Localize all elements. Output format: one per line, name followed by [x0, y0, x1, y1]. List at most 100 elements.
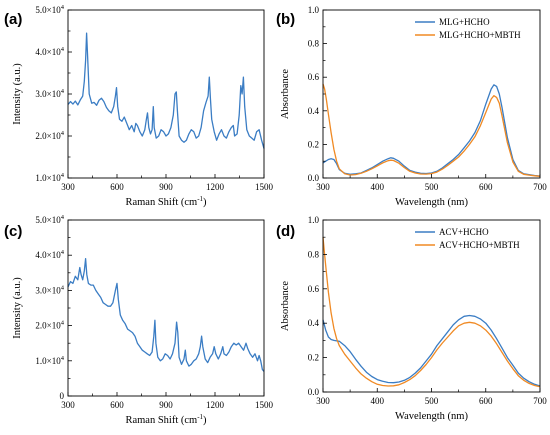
y-tick-mantissa: 3.0×10: [35, 89, 61, 99]
x-axis-label: Wavelength (nm): [395, 197, 468, 208]
series-line-spectrum: [67, 258, 265, 372]
y-tick-mantissa: 0: [60, 391, 65, 401]
y-tick-label: 3.0×104: [35, 88, 64, 99]
y-tick-label: 0.0: [308, 387, 320, 397]
legend-label: MLG+HCHO+MBTH: [439, 30, 521, 40]
panel-b: (b) 300 400 500 600 700 0.0 0.2 0.4 0.6 0.8 1.0 Wave…: [276, 5, 547, 208]
y-tick-label: 3.0×104: [35, 284, 64, 295]
y-tick-label: 1.0×104: [35, 355, 64, 366]
y-axis-label: Absorbance: [280, 69, 291, 119]
panel-a: (a)300 600 900 1200 15001.0×1042.0×1043.0×10…: [4, 4, 274, 208]
x-tick-label: 900: [159, 400, 173, 410]
series-line-acv-hcho-mbth: [322, 237, 541, 388]
series-line-spectrum: [67, 32, 265, 149]
x-tick-label: 400: [371, 182, 385, 192]
y-tick-label: 0.8: [308, 249, 320, 259]
y-tick-label: 0.4: [308, 106, 320, 116]
legend-label: ACV+HCHO: [439, 227, 489, 237]
x-tick-label: 700: [533, 396, 547, 406]
x-tick-label: 300: [316, 182, 330, 192]
x-axis-label-text: Wavelength (nm): [395, 411, 468, 422]
panel-label: (a): [4, 11, 22, 28]
x-tick-label: 600: [479, 396, 493, 406]
plot-frame: [67, 219, 265, 397]
y-tick-exponent: 4: [61, 88, 65, 95]
x-axis-label-text: Wavelength (nm): [395, 197, 468, 208]
x-axis-label-superscript: -1: [197, 195, 203, 203]
y-tick-label: 0.2: [308, 139, 319, 149]
x-tick-label: 300: [61, 182, 75, 192]
y-tick-label: 0.2: [308, 353, 319, 363]
x-axis-label: Raman Shift (cm-1): [125, 195, 207, 208]
series-line-mlg-hcho: [322, 84, 541, 177]
x-tick-label: 300: [61, 400, 75, 410]
x-tick-label: 1200: [206, 400, 225, 410]
x-axis-label: Raman Shift (cm-1): [125, 413, 207, 426]
x-axis-label-text: Raman Shift (cm: [125, 415, 197, 426]
y-tick-label: 0.0: [308, 173, 320, 183]
y-tick-mantissa: 3.0×10: [35, 285, 61, 295]
x-tick-label: 600: [110, 400, 124, 410]
x-tick-label: 900: [159, 182, 173, 192]
x-axis-label-close: ): [203, 415, 207, 426]
y-axis-label: Intensity (a.u.): [12, 63, 23, 125]
y-tick-label: 4.0×104: [35, 249, 64, 260]
y-tick-label: 1.0×104: [35, 172, 64, 183]
plot-frame: [67, 9, 265, 179]
legend-label: MLG+HCHO: [439, 17, 490, 27]
panel-label: (d): [276, 223, 295, 240]
x-tick-label: 400: [371, 396, 385, 406]
y-tick-mantissa: 1.0×10: [35, 173, 61, 183]
panel-label: (b): [276, 11, 295, 28]
y-tick-label: 0.8: [308, 39, 320, 49]
y-tick-exponent: 4: [61, 46, 65, 53]
series-line-mlg-hcho-mbth: [322, 83, 541, 177]
x-axis-label-text: Raman Shift (cm: [125, 197, 197, 208]
x-tick-label: 500: [425, 396, 439, 406]
y-axis-label: Intensity (a.u.): [12, 277, 23, 339]
y-tick-exponent: 4: [61, 320, 65, 327]
x-tick-label: 500: [425, 182, 439, 192]
x-axis-label-superscript: -1: [197, 413, 203, 421]
y-tick-mantissa: 5.0×10: [35, 215, 61, 225]
y-tick-label: 1.0: [308, 5, 320, 15]
y-tick-label: 1.0: [308, 215, 320, 225]
x-axis-label: Wavelength (nm): [395, 411, 468, 422]
x-tick-label: 1500: [255, 182, 274, 192]
y-tick-mantissa: 4.0×10: [35, 250, 61, 260]
y-tick-label: 5.0×104: [35, 4, 64, 15]
x-axis-label-close: ): [203, 197, 207, 208]
y-tick-label: 2.0×104: [35, 320, 64, 331]
y-tick-mantissa: 2.0×10: [35, 131, 61, 141]
x-tick-label: 1500: [255, 400, 274, 410]
y-tick-label: 4.0×104: [35, 46, 64, 57]
y-tick-label: 2.0×104: [35, 130, 64, 141]
y-tick-exponent: 4: [61, 214, 65, 221]
x-tick-label: 300: [316, 396, 330, 406]
y-tick-mantissa: 1.0×10: [35, 356, 61, 366]
y-tick-exponent: 4: [61, 4, 65, 11]
y-tick-mantissa: 4.0×10: [35, 47, 61, 57]
y-tick-label: 0.6: [308, 284, 320, 294]
panel-label: (c): [4, 223, 22, 240]
y-tick-label: 5.0×104: [35, 214, 64, 225]
x-tick-label: 700: [533, 182, 547, 192]
y-tick-exponent: 4: [61, 249, 65, 256]
y-tick-label: 0: [60, 391, 65, 401]
y-tick-exponent: 4: [61, 172, 65, 179]
x-tick-label: 1200: [206, 182, 225, 192]
y-tick-label: 0.6: [308, 72, 320, 82]
y-tick-exponent: 4: [61, 355, 65, 362]
y-tick-mantissa: 2.0×10: [35, 321, 61, 331]
x-tick-label: 600: [479, 182, 493, 192]
legend-label: ACV+HCHO+MBTH: [439, 240, 520, 250]
y-tick-exponent: 4: [61, 130, 65, 137]
panel-d: (d) 300 400 500 600 700 0.0 0.2 0.4 0.6 0.8 1.0 Wave…: [276, 215, 547, 422]
series-line-acv-hcho: [322, 314, 541, 387]
panel-c: (c)300 600 900 1200 150001.0×1042.0×1043.0×1…: [4, 214, 274, 426]
y-axis-label: Absorbance: [280, 281, 291, 331]
y-tick-label: 0.4: [308, 318, 320, 328]
y-tick-exponent: 4: [61, 284, 65, 291]
x-tick-label: 600: [110, 182, 124, 192]
